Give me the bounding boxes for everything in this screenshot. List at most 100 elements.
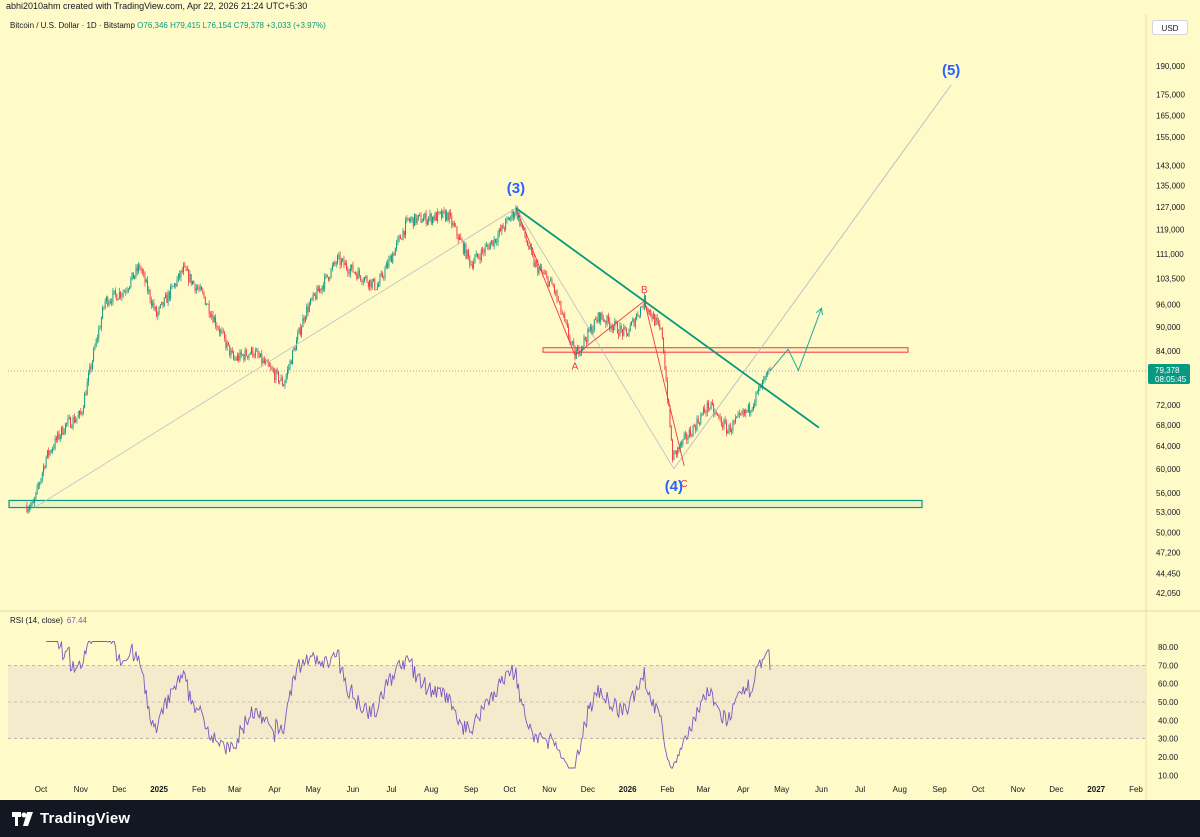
candle-body <box>370 279 372 288</box>
candle-body <box>221 330 223 332</box>
zones <box>8 347 923 509</box>
candle-body <box>131 272 133 279</box>
candle-body <box>582 346 584 348</box>
symbol-title[interactable]: Bitcoin / U.S. Dollar · 1D · Bitstamp <box>10 21 135 30</box>
candle-body <box>32 501 34 504</box>
candle-body <box>290 360 292 364</box>
candle-body <box>371 281 373 288</box>
candle-body <box>435 212 437 221</box>
candle-body <box>414 214 416 227</box>
candle-body <box>649 309 650 312</box>
time-tick-label: Jul <box>386 785 396 794</box>
candle-body <box>262 359 264 364</box>
rsi-title[interactable]: RSI (14, close) <box>10 616 63 625</box>
candle-body <box>561 312 563 315</box>
candle-body <box>217 327 219 330</box>
candle-body <box>615 321 617 323</box>
candle-body <box>220 330 222 333</box>
candle-body <box>227 342 229 345</box>
candle-body <box>556 291 558 300</box>
candle-body <box>224 332 226 339</box>
price-tick-label: 165,000 <box>1156 111 1185 120</box>
candle-body <box>399 235 401 239</box>
candle-body <box>249 353 251 355</box>
candle-body <box>81 412 83 415</box>
price-chart[interactable]: 190,000 175,000 165,000 155,000 143,000 135,0… <box>0 0 1200 800</box>
candle-body <box>511 211 513 217</box>
candle-body <box>456 226 458 236</box>
candle-body <box>546 274 548 277</box>
candle-body <box>376 286 378 290</box>
currency-badge[interactable]: USD <box>1152 20 1188 35</box>
candle-body <box>172 286 174 287</box>
candle-body <box>480 249 482 261</box>
candle-body <box>583 337 585 347</box>
price-tick-label: 64,000 <box>1156 442 1181 451</box>
candle-body <box>44 466 46 468</box>
candle-body <box>763 379 765 381</box>
candle-body <box>592 329 594 334</box>
candle-body <box>358 270 360 276</box>
rsi-line <box>46 641 771 769</box>
candle-body <box>238 355 240 361</box>
candle-body <box>654 314 656 326</box>
candle-body <box>673 451 675 461</box>
candle-body <box>203 292 205 297</box>
candle-body <box>234 358 236 360</box>
time-tick-label: Feb <box>1129 785 1143 794</box>
time-tick-label: Oct <box>35 785 48 794</box>
candle-body <box>64 423 66 433</box>
candle-body <box>393 253 395 256</box>
candle-body <box>729 425 731 433</box>
candle-body <box>175 283 177 287</box>
candle-body <box>600 312 602 322</box>
candle-body <box>299 327 301 335</box>
candle-body <box>632 318 634 322</box>
candle-body <box>257 350 259 356</box>
rsi-pane <box>8 641 1146 769</box>
candle-body <box>401 238 403 240</box>
candle-body <box>322 285 324 289</box>
candle-body <box>505 219 507 230</box>
time-tick-label: 2025 <box>150 785 168 794</box>
rsi-tick-label: 20.00 <box>1158 753 1179 762</box>
candle-body <box>677 447 679 455</box>
candle-body <box>477 253 478 257</box>
candle-body <box>288 367 290 370</box>
candle-body <box>353 272 355 273</box>
candle-body <box>569 336 571 343</box>
candle-body <box>497 234 499 243</box>
candle-body <box>48 450 50 455</box>
support-zone <box>8 499 923 509</box>
candle-body <box>533 255 535 267</box>
time-tick-label: Feb <box>661 785 675 794</box>
candle-body <box>700 415 702 424</box>
candle-body <box>485 245 487 247</box>
candle-body <box>675 450 677 455</box>
candle-body <box>263 359 265 364</box>
candle-body <box>663 337 665 353</box>
candle-body <box>545 273 546 275</box>
candle-body <box>159 304 161 308</box>
candle-body <box>202 290 204 293</box>
candle-body <box>99 328 101 329</box>
candle-body <box>380 273 382 277</box>
candle-body <box>113 290 115 292</box>
time-tick-label: Apr <box>737 785 750 794</box>
candle-body <box>749 404 751 413</box>
descending-trendline <box>515 207 820 429</box>
candle-body <box>392 253 394 263</box>
candle-body <box>588 328 590 332</box>
candle-body <box>254 350 256 357</box>
candle-body <box>30 505 32 508</box>
candle-body <box>367 282 369 287</box>
candle-body <box>434 212 436 221</box>
candle-body <box>157 312 159 317</box>
candle-body <box>670 426 672 441</box>
candle-body <box>356 273 358 280</box>
price-tick-label: 60,000 <box>1156 465 1181 474</box>
candle-body <box>331 265 333 269</box>
candle-body <box>141 270 143 273</box>
candle-body <box>759 385 761 389</box>
candle-body <box>251 347 252 354</box>
